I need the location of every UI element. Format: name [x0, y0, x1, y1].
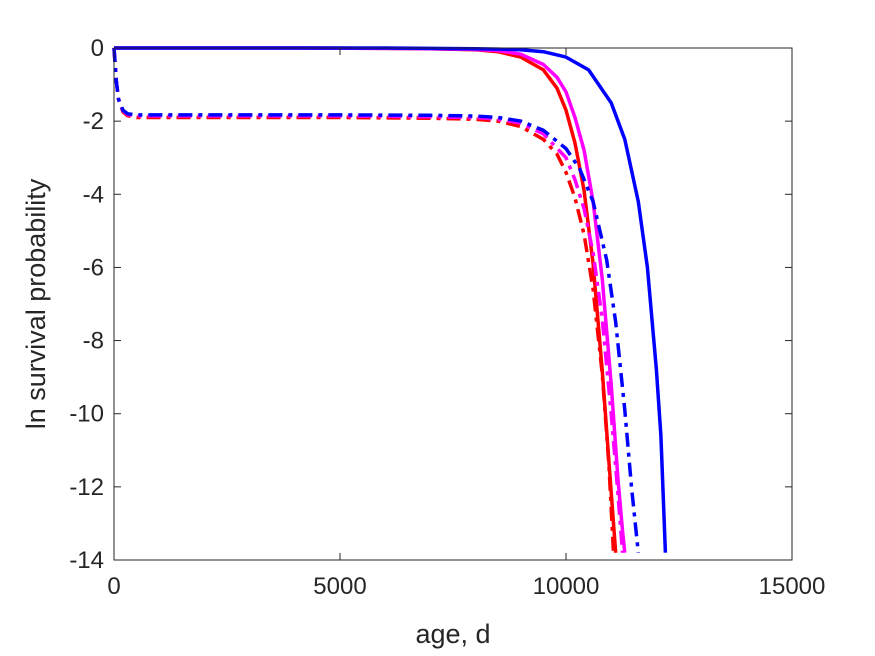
x-tick-label: 10000 [533, 573, 600, 600]
y-tick-label: -10 [69, 401, 104, 428]
tick-layer: 0 5000 10000 15000 0 -2 -4 -6 -8 -10 -12 -14 [69, 35, 825, 600]
x-tick-label: 15000 [759, 573, 826, 600]
y-tick-label: -14 [69, 547, 104, 574]
x-tick-label: 0 [107, 573, 120, 600]
series-line-6 [112, 47, 641, 553]
y-tick-label: -2 [83, 108, 104, 135]
plot-frame [113, 47, 793, 561]
y-tick-label: 0 [91, 35, 104, 62]
plot-area [114, 48, 792, 560]
x-axis-label: age, d [415, 619, 490, 649]
x-tick-label: 5000 [313, 573, 366, 600]
y-tick-label: -8 [83, 328, 104, 355]
y-axis-label: ln survival probability [21, 178, 51, 429]
y-tick-label: -6 [83, 254, 104, 281]
y-tick-label: -12 [69, 474, 104, 501]
y-tick-label: -4 [83, 181, 104, 208]
